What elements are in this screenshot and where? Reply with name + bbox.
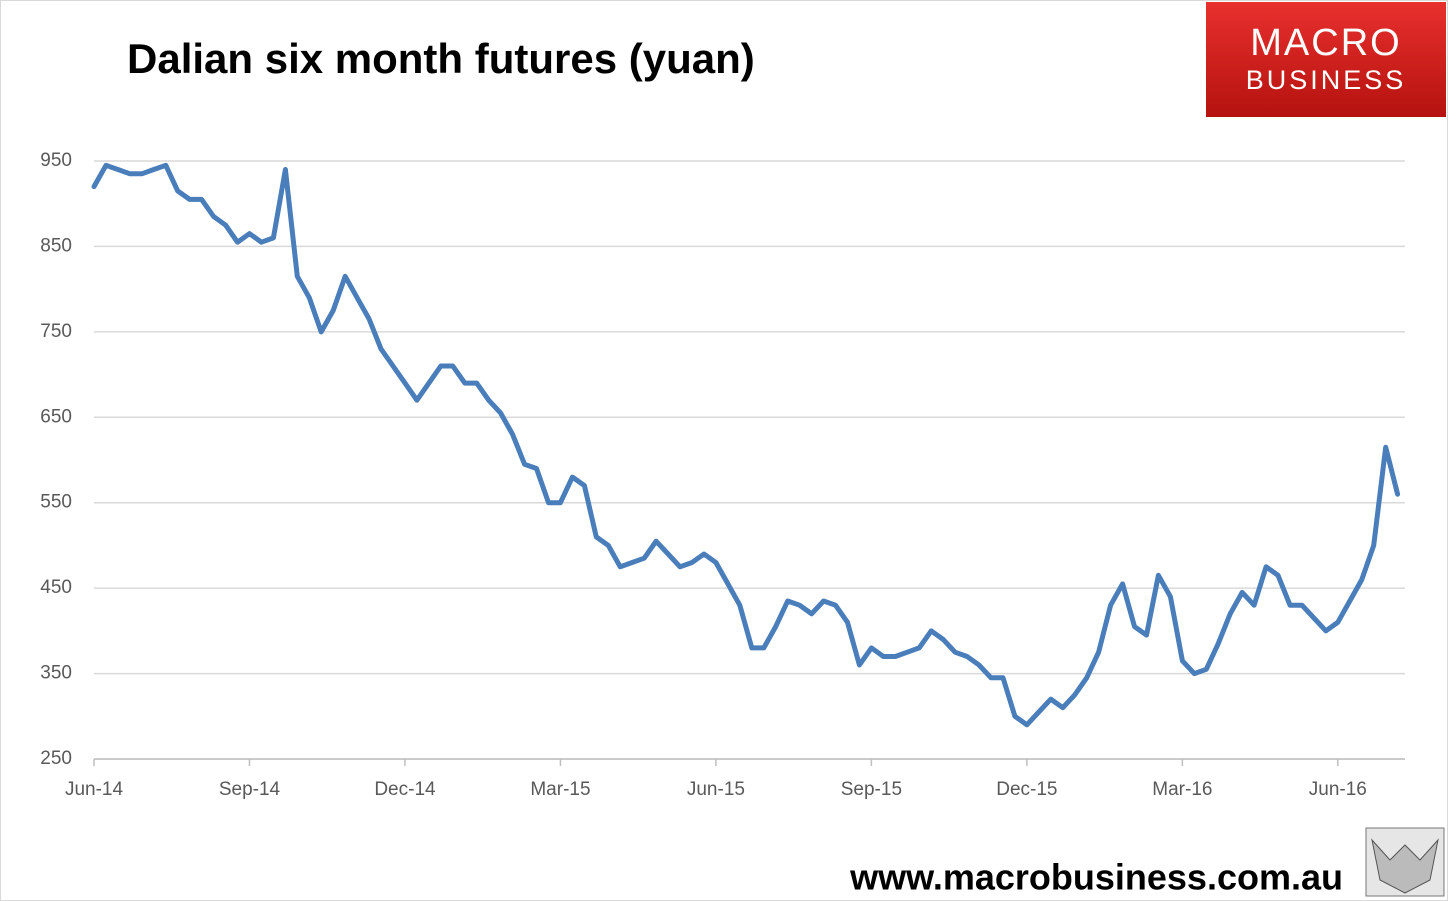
x-tick-label: Mar-16 xyxy=(1152,779,1212,800)
x-tick-label: Sep-15 xyxy=(841,779,902,800)
x-tick-label: Jun-16 xyxy=(1309,779,1367,800)
y-tick-label: 950 xyxy=(40,150,72,171)
logo-text: BUSINESS xyxy=(1246,65,1407,95)
x-tick-label: Dec-15 xyxy=(996,779,1057,800)
y-tick-label: 550 xyxy=(40,492,72,513)
chart-title: Dalian six month futures (yuan) xyxy=(127,35,755,82)
x-tick-label: Sep-14 xyxy=(219,779,281,800)
y-tick-label: 350 xyxy=(40,663,72,684)
footer-url: www.macrobusiness.com.au xyxy=(849,857,1343,898)
y-tick-label: 750 xyxy=(40,321,72,342)
x-tick-label: Dec-14 xyxy=(374,779,436,800)
data-line xyxy=(91,162,1401,728)
logo-box xyxy=(1206,2,1446,117)
x-tick-label: Mar-15 xyxy=(530,779,590,800)
y-tick-label: 450 xyxy=(40,577,72,598)
x-tick-label: Jun-14 xyxy=(65,779,124,800)
wolf-icon-shape xyxy=(1371,838,1439,894)
x-tick-label: Jun-15 xyxy=(687,779,745,800)
y-tick-label: 850 xyxy=(40,235,72,256)
logo-text: MACRO xyxy=(1250,22,1401,64)
y-tick-label: 650 xyxy=(40,406,72,427)
y-tick-label: 250 xyxy=(40,748,72,769)
